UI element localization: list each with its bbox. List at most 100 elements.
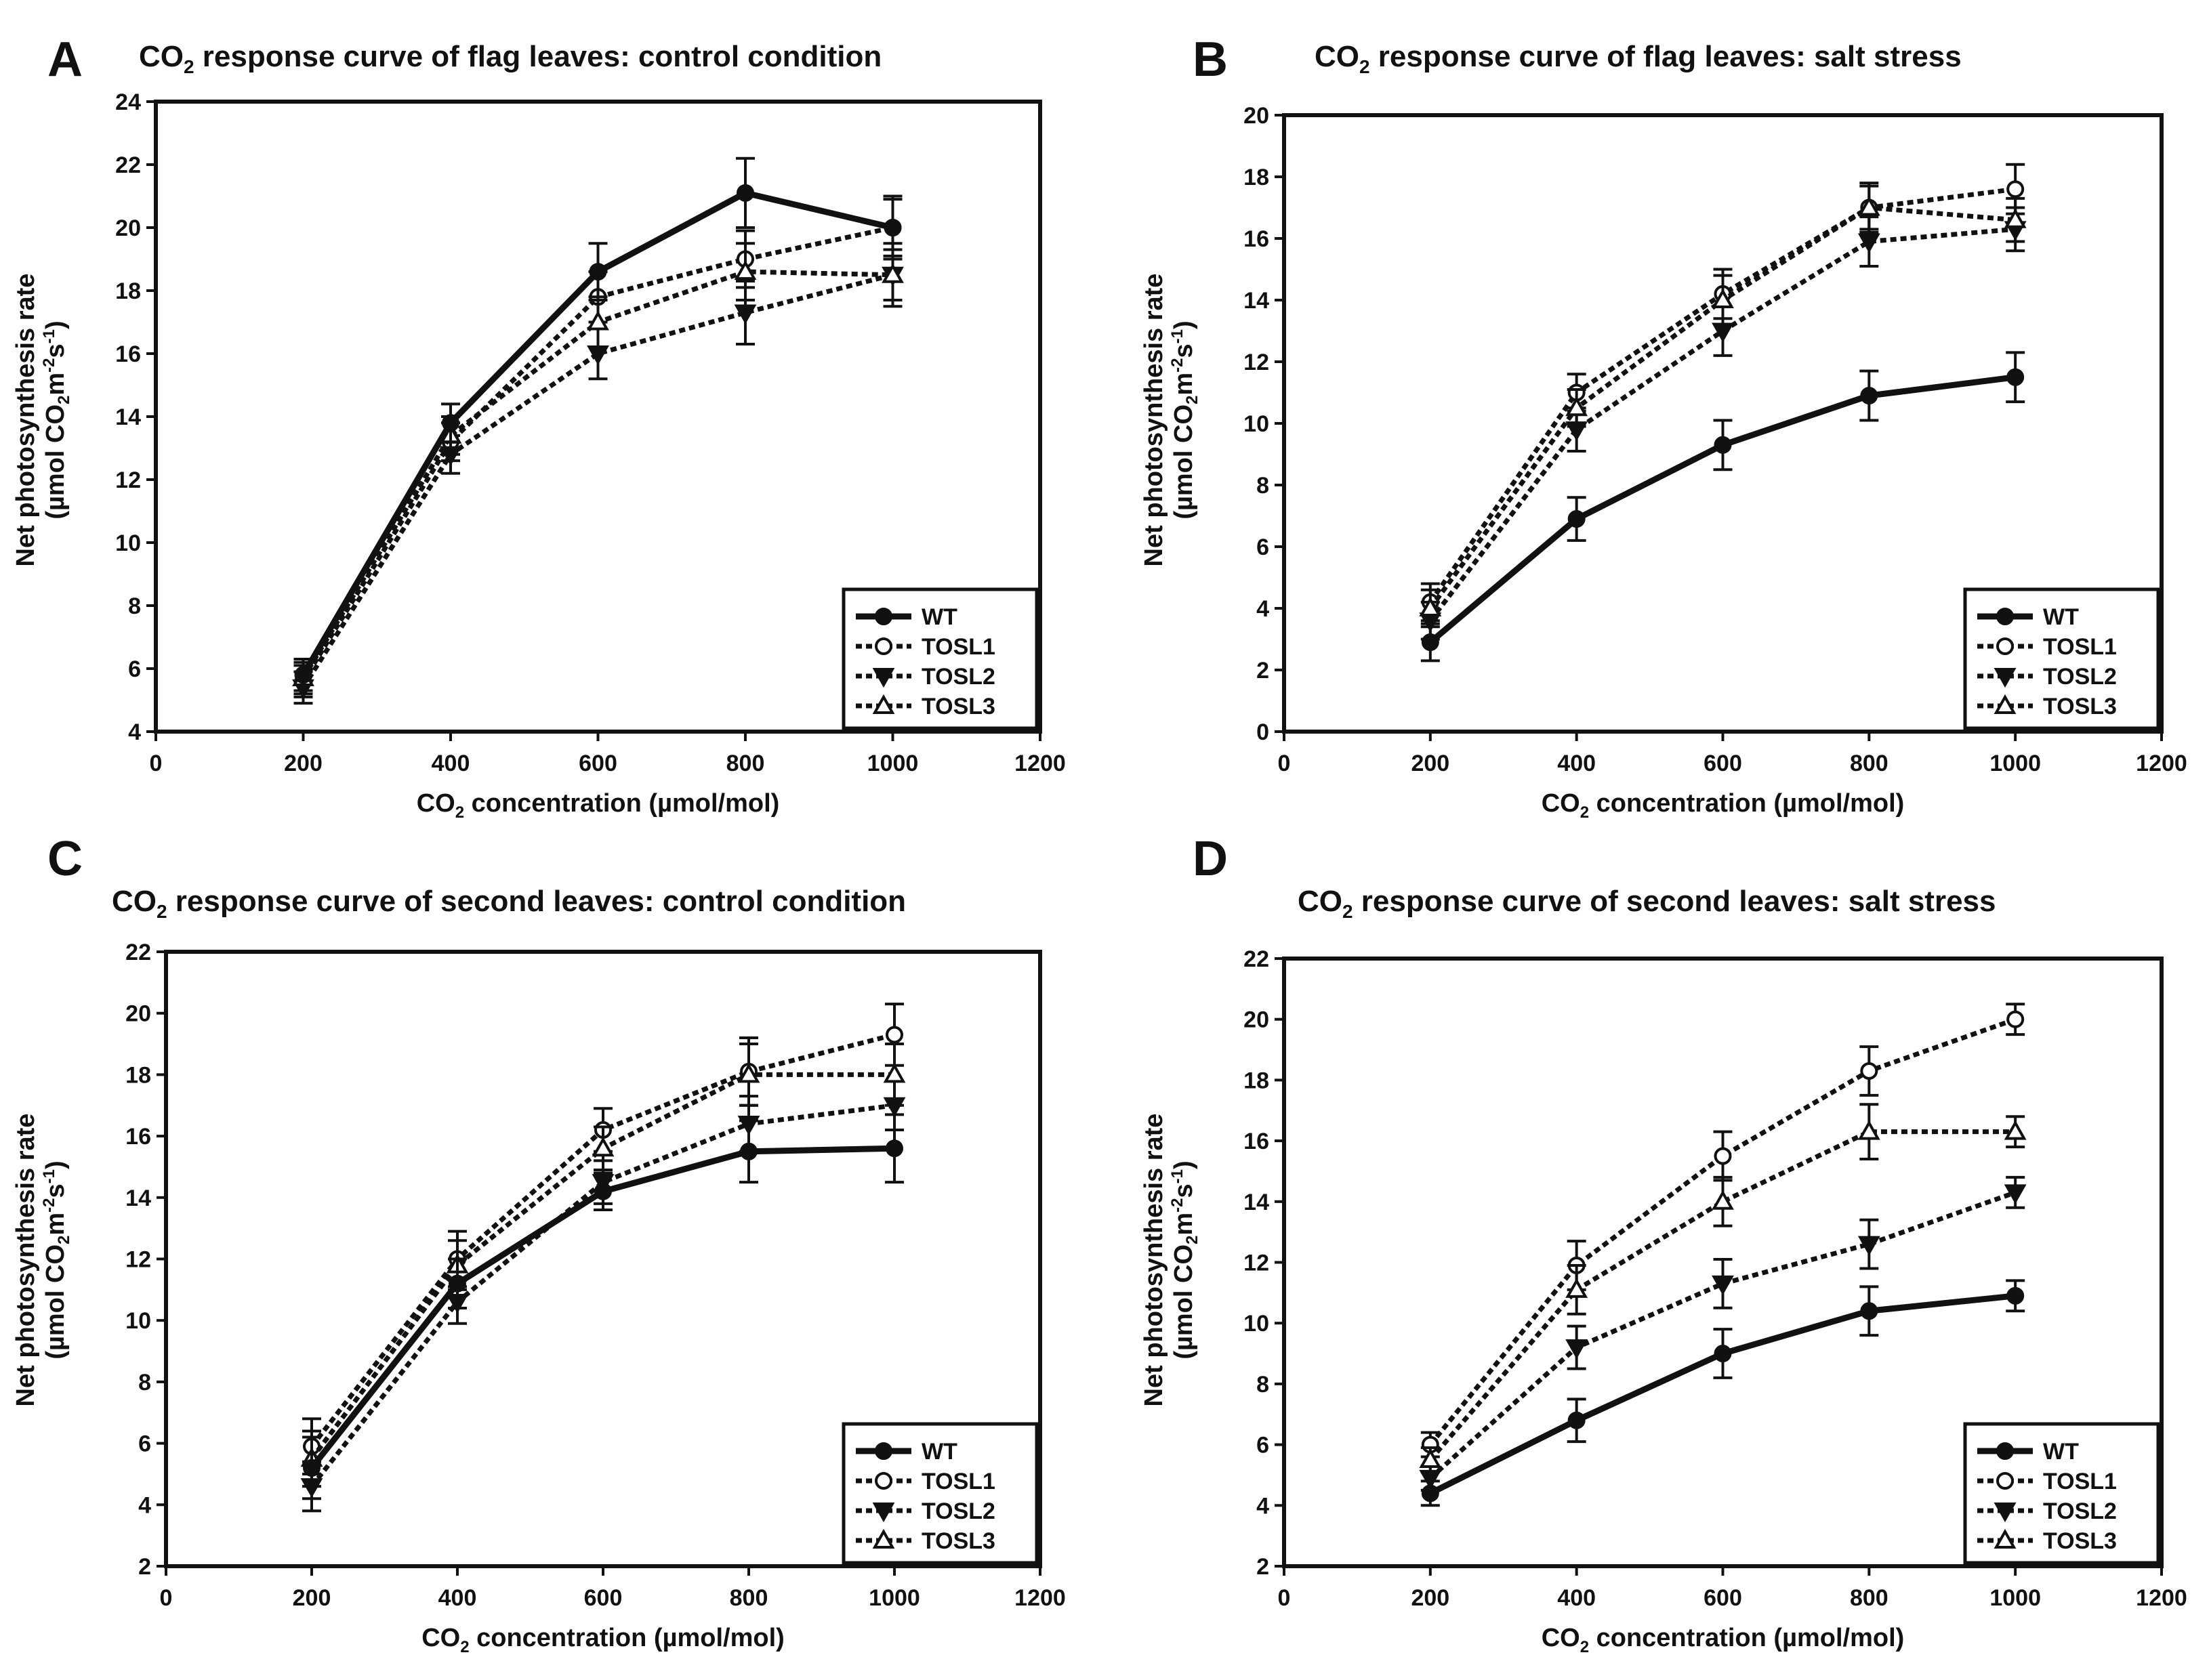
series-wt (293, 156, 903, 692)
ylabel-m: m (1170, 373, 1198, 396)
ylabel-subscript: 2 (55, 396, 73, 404)
data-point-tosl3 (883, 1063, 906, 1083)
x-tick-label: 0 (1278, 751, 1291, 776)
y-tick-label: 4 (138, 1492, 151, 1518)
y-tick-label: 2 (138, 1554, 151, 1580)
y-axis-label-line2: (µmol CO2m-2s-1) (40, 1160, 73, 1359)
y-axis-label-line1: Net photosynthesis rate (1140, 1114, 1168, 1407)
y-axis-label-line2: (µmol CO2m-2s-1) (1168, 320, 1201, 519)
legend-label-tosl3: TOSL3 (2043, 1528, 2117, 1554)
x-tick-label: 1200 (1014, 1585, 1066, 1611)
legend: WT TOSL1 TOSL2 TOSL3 (842, 587, 1039, 730)
y-tick-label: 2 (1256, 1554, 1269, 1580)
ylabel-superscript-m: -2 (1168, 1198, 1186, 1212)
y-tick-label: 0 (1256, 719, 1269, 745)
y-axis-label: Net photosynthesis rate (µmol CO2m-2s-1) (12, 1114, 73, 1407)
y-axis-label-line2: (µmol CO2m-2s-1) (40, 320, 73, 519)
panel-letter: C (47, 832, 83, 886)
data-point-tosl1 (886, 1026, 903, 1044)
xlabel-subscript: 2 (1580, 803, 1589, 822)
ylabel-m: m (1170, 1213, 1198, 1236)
x-axis-label: CO2 concentration (µmol/mol) (1542, 1624, 1905, 1656)
title-co: CO (1298, 885, 1342, 918)
ylabel-suffix: ) (1170, 320, 1198, 329)
x-tick-label: 400 (438, 1585, 477, 1611)
legend-marker-tosl2 (1994, 1503, 2017, 1523)
data-point-wt (1714, 1345, 1732, 1363)
data-point-wt (737, 184, 754, 202)
legend-marker-tosl1 (875, 1472, 892, 1490)
data-point-tosl3 (1565, 396, 1588, 417)
legend-label-wt: WT (2043, 604, 2079, 630)
data-point-tosl2 (2004, 1184, 2027, 1204)
y-tick-label: 16 (115, 341, 141, 367)
data-point-tosl3 (737, 1063, 760, 1083)
legend-label-tosl1: TOSL1 (2043, 1469, 2117, 1494)
legend-marker-wt (875, 1442, 892, 1460)
y-axis-label: Net photosynthesis rate (µmol CO2m-2s-1) (1140, 1114, 1201, 1407)
ylabel-s: s (41, 343, 70, 358)
y-tick-label: 4 (1256, 596, 1269, 622)
title-co: CO (139, 40, 184, 73)
data-point-wt (1714, 436, 1732, 454)
xlabel-rest: concentration (µmol/mol) (470, 1624, 785, 1652)
data-point-wt (589, 263, 607, 281)
legend-label-tosl3: TOSL3 (2043, 694, 2117, 719)
series-tosl3 (300, 1043, 906, 1488)
panel-a: A CO2 response curve of flag leaves: cont… (12, 33, 1066, 822)
x-tick-label: 0 (160, 1585, 173, 1611)
x-tick-label: 1200 (2136, 751, 2187, 776)
data-point-tosl3 (1857, 196, 1880, 216)
series-tosl3 (1419, 184, 2027, 629)
x-tick-label: 1000 (1989, 1585, 2041, 1611)
y-tick-label: 20 (115, 215, 141, 241)
data-point-tosl3 (592, 1137, 615, 1157)
y-tick-label: 12 (1243, 350, 1269, 375)
data-point-tosl3 (2004, 208, 2027, 228)
data-point-tosl3 (1419, 1448, 1442, 1469)
y-tick-label: 10 (1243, 1311, 1269, 1337)
series-line-tosl2 (310, 1103, 895, 1488)
y-tick-label: 18 (1243, 1068, 1269, 1093)
ylabel-s: s (1170, 343, 1198, 358)
data-point-tosl1 (2006, 1010, 2025, 1028)
legend-marker-tosl2 (1994, 668, 2017, 688)
y-tick-label: 18 (1243, 165, 1269, 190)
xlabel-rest: concentration (µmol/mol) (1589, 789, 1904, 818)
legend-label-wt: WT (2043, 1439, 2079, 1465)
y-tick-label: 14 (115, 404, 141, 430)
series-line-tosl1 (1428, 1017, 2017, 1446)
title-rest: response curve of flag leaves: salt stre… (1370, 40, 1962, 73)
data-point-wt (594, 1182, 612, 1200)
x-tick-label: 600 (1704, 751, 1742, 776)
x-tick-label: 1200 (2136, 1585, 2187, 1611)
data-point-wt (1421, 633, 1439, 652)
data-point-tosl1 (1860, 1062, 1878, 1080)
xlabel-subscript: 2 (460, 1638, 469, 1656)
legend-marker-tosl1 (1996, 1472, 2014, 1490)
legend-box (1963, 587, 2160, 730)
y-tick-label: 20 (1243, 103, 1269, 129)
series-line-tosl2 (301, 272, 894, 689)
y-tick-label: 18 (125, 1062, 151, 1088)
legend-marker-wt (875, 608, 892, 625)
ylabel-subscript: 2 (1183, 1236, 1201, 1244)
y-tick-label: 22 (1243, 946, 1269, 972)
data-point-tosl3 (882, 263, 904, 283)
xlabel-subscript: 2 (455, 803, 464, 822)
panel-letter: A (47, 33, 83, 87)
panel-letter: D (1193, 832, 1228, 886)
title-subscript: 2 (157, 901, 167, 922)
title-subscript: 2 (184, 56, 194, 77)
ylabel-superscript-m: -2 (40, 1198, 58, 1212)
legend-marker-tosl1 (1996, 637, 2014, 655)
legend-marker-wt (1996, 1442, 2014, 1460)
data-point-tosl3 (1857, 1120, 1880, 1140)
ylabel-m: m (41, 1213, 70, 1236)
xlabel-co: CO (1542, 789, 1580, 818)
data-point-wt (449, 1274, 466, 1293)
y-tick-label: 12 (125, 1247, 151, 1273)
y-tick-label: 16 (1243, 1129, 1269, 1154)
data-point-tosl3 (1419, 596, 1442, 616)
